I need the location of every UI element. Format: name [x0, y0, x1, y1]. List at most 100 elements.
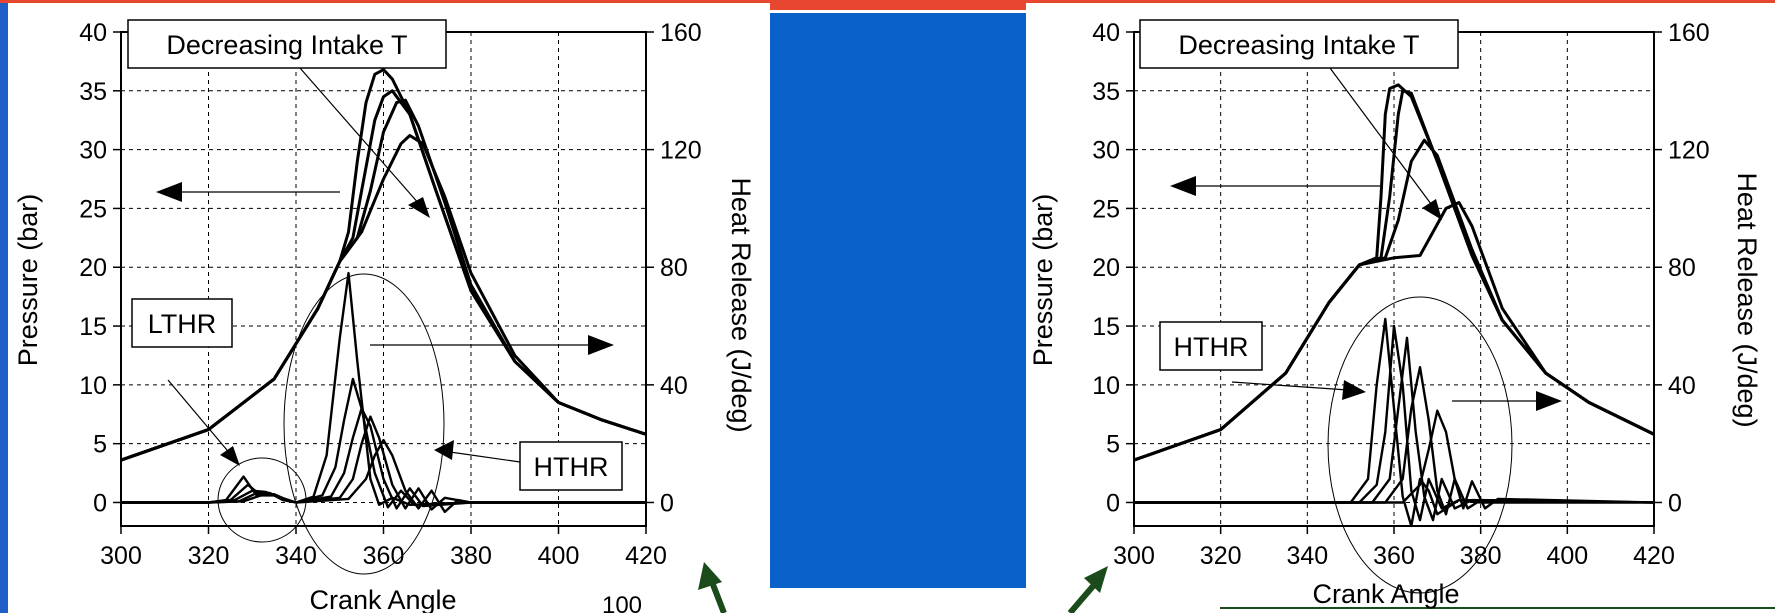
center-lower-panel — [770, 588, 1026, 613]
x-tick-label: 420 — [1633, 542, 1675, 570]
y2-tick-label: 160 — [1668, 19, 1710, 47]
lthr-circle — [217, 457, 307, 543]
arrowhead — [1170, 176, 1196, 196]
annotation-decreasing-intake: Decreasing Intake T — [127, 19, 447, 218]
chart-right: 300 320 340 360 380 400 4200510152025303540040… — [1028, 19, 1762, 609]
y-tick-label: 40 — [1092, 19, 1120, 47]
x-tick-label: 300 — [1113, 542, 1155, 570]
x-tick-label: 420 — [625, 542, 667, 570]
arrowhead — [1536, 391, 1562, 411]
green-arrow-left — [698, 562, 727, 613]
annotation-box — [519, 441, 623, 491]
annotation-box — [131, 298, 233, 348]
annotation-hthr: HTHR — [1159, 321, 1366, 400]
y2-tick-label: 80 — [1668, 254, 1696, 282]
heat-release-line-5 — [1134, 409, 1655, 510]
y-tick-label: 5 — [93, 431, 107, 459]
y2-tick-label: 40 — [660, 372, 688, 400]
arrowhead — [1084, 566, 1108, 593]
y-tick-label: 15 — [1092, 313, 1120, 341]
arrowhead — [156, 182, 182, 202]
center-blue-panel — [770, 0, 1026, 588]
y2-axis-label: Heat Release (J/deg) — [1732, 172, 1762, 427]
heat-release-series — [1134, 317, 1655, 528]
center-top-bar-line — [770, 10, 1026, 13]
y-tick-label: 20 — [79, 254, 107, 282]
arrowhead — [698, 562, 722, 590]
tick-labels: 300 320 340 360 380 400 4200510152025303540040… — [1092, 19, 1710, 570]
green-arrow-right — [1067, 566, 1108, 613]
x-axis-label: Crank Angle — [309, 585, 456, 613]
x-tick-label: 340 — [1286, 542, 1328, 570]
y2-tick-label: 0 — [660, 489, 674, 517]
arrowhead — [1342, 380, 1366, 400]
pressure-series — [1133, 83, 1655, 462]
x-axis-label: Crank Angle — [1312, 579, 1459, 609]
x-tick-label: 300 — [100, 542, 142, 570]
y2-axis-label: Heat Release (J/deg) — [726, 177, 756, 432]
annotation-box — [1159, 321, 1263, 371]
pressure-line-4 — [1133, 201, 1655, 462]
annotation-text: Decreasing Intake T — [1178, 30, 1419, 60]
page-label: 100 — [602, 592, 642, 613]
y2-tick-label: 160 — [660, 19, 702, 47]
y2-tick-label: 40 — [1668, 372, 1696, 400]
leader-line — [1231, 381, 1349, 391]
arrow-shaft — [709, 580, 727, 613]
y-tick-label: 35 — [79, 78, 107, 106]
annotation-lthr: LTHR — [131, 298, 240, 466]
hthr-circle — [1327, 296, 1513, 594]
x-tick-label: 340 — [275, 542, 317, 570]
heat-release-line-4 — [121, 415, 646, 511]
annotation-text: HTHR — [1174, 332, 1249, 362]
annotation-text: LTHR — [148, 309, 217, 339]
arrowhead — [588, 335, 614, 355]
y-tick-label: 20 — [1092, 254, 1120, 282]
y-tick-label: 5 — [1106, 431, 1120, 459]
arrow-to-pressure-axis — [1170, 176, 1380, 196]
tick-labels: 300 320 340 360 380 400 4200510152025303540040… — [79, 19, 702, 570]
x-tick-label: 360 — [1373, 542, 1415, 570]
chart-left: 300 320 340 360 380 400 4200510152025303540040… — [13, 19, 756, 613]
heat-release-line-5 — [121, 438, 646, 514]
y-tick-label: 35 — [1092, 78, 1120, 106]
y2-tick-label: 120 — [660, 137, 702, 165]
heat-release-series — [121, 271, 646, 514]
arrowhead — [408, 197, 430, 218]
x-tick-label: 400 — [538, 542, 580, 570]
y2-tick-label: 0 — [1668, 489, 1682, 517]
annotation-box — [1139, 19, 1459, 69]
annotation-hthr: HTHR — [434, 440, 623, 491]
y-tick-label: 25 — [1092, 195, 1120, 223]
y-tick-label: 15 — [79, 313, 107, 341]
x-tick-label: 320 — [1200, 542, 1242, 570]
annotation-box — [127, 19, 447, 69]
heat-release-line-2 — [121, 377, 646, 509]
arrow-to-heat-axis — [370, 335, 614, 355]
arrowhead — [434, 440, 454, 460]
center-top-bar — [770, 0, 1026, 10]
annotation-decreasing-intake: Decreasing Intake T — [1139, 19, 1459, 220]
y-axis-label: Pressure (bar) — [13, 194, 43, 367]
annotation-text: Decreasing Intake T — [166, 30, 407, 60]
heat-release-line-3 — [1134, 336, 1655, 522]
leader-line — [1329, 67, 1435, 209]
y-tick-label: 10 — [1092, 372, 1120, 400]
arrow-to-pressure-axis — [156, 182, 340, 202]
hthr-circle — [283, 273, 445, 575]
leader-line — [449, 451, 521, 463]
heat-release-line-3 — [121, 407, 646, 510]
leader-line — [167, 379, 233, 457]
annotation-text: HTHR — [534, 452, 609, 482]
arrowhead — [1422, 199, 1442, 220]
y-tick-label: 30 — [1092, 137, 1120, 165]
bottom-right-line — [1220, 607, 1775, 609]
y-tick-label: 0 — [93, 489, 107, 517]
y2-tick-label: 120 — [1668, 137, 1710, 165]
y-tick-label: 40 — [79, 19, 107, 47]
x-tick-label: 360 — [363, 542, 405, 570]
arrow-shaft — [1067, 583, 1097, 613]
y-tick-label: 30 — [79, 137, 107, 165]
arrowhead — [220, 446, 240, 466]
